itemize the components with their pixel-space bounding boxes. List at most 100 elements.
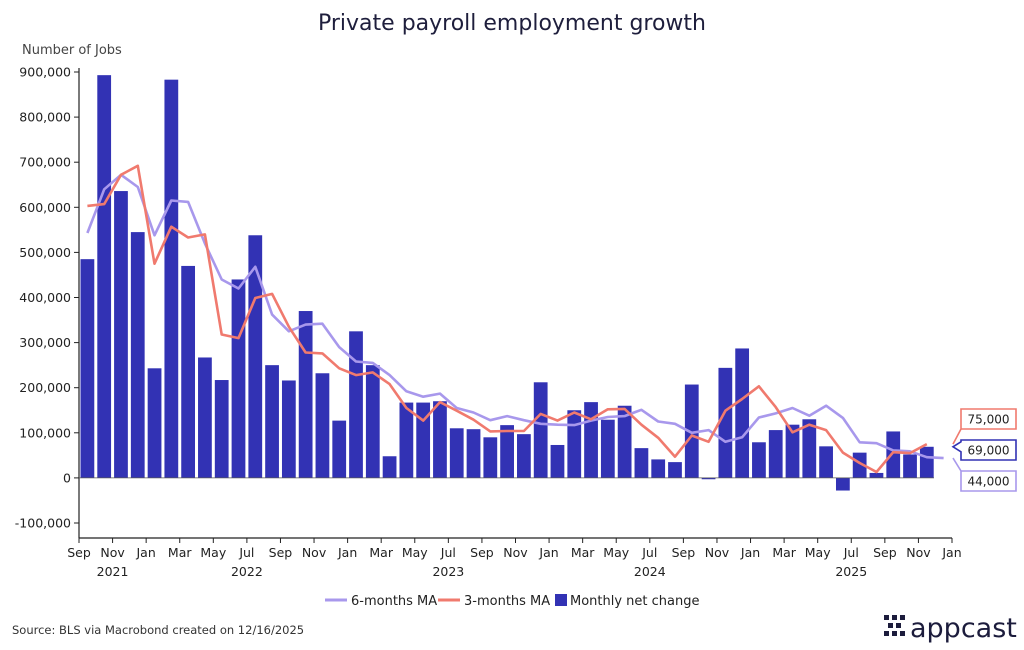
bar <box>181 265 196 478</box>
bar <box>466 429 481 478</box>
x-tick-label: Jan <box>136 545 156 560</box>
bar <box>281 380 296 478</box>
y-tick-label: 100,000 <box>19 425 71 440</box>
bar <box>399 402 414 478</box>
bar <box>130 232 145 478</box>
appcast-logo-text: appcast <box>910 613 1017 644</box>
bar <box>634 448 649 478</box>
bar <box>483 437 498 478</box>
bar <box>651 459 666 478</box>
bar <box>752 442 766 478</box>
bar <box>332 420 347 478</box>
year-label: 2025 <box>835 564 867 579</box>
bar <box>231 279 246 478</box>
bar <box>315 373 330 478</box>
line-6-months-ma <box>86 173 944 460</box>
x-tick-label: Jul <box>238 545 254 560</box>
y-tick-label: 0 <box>63 470 71 485</box>
bar <box>718 367 733 478</box>
x-tick-label: Sep <box>672 545 696 560</box>
legend: 6-months MA 3-months MA Monthly net chan… <box>325 594 700 609</box>
x-tick-label: May <box>603 545 629 560</box>
bar <box>550 444 565 478</box>
year-label: 2024 <box>634 564 666 579</box>
x-tick-label: May <box>805 545 831 560</box>
callout-box <box>952 457 1017 492</box>
x-tick-label: Mar <box>772 545 796 560</box>
x-axis: Sep Nov Jan Mar May Jul Sep Nov Jan Mar May Jul Sep N… <box>67 537 962 579</box>
y-axis-label: Number of Jobs <box>22 43 122 58</box>
bar-series <box>80 75 934 491</box>
bar <box>584 402 598 478</box>
bar <box>835 477 850 491</box>
x-tick-label: Nov <box>503 545 528 560</box>
y-tick-label: -100,000 <box>15 516 71 531</box>
y-tick-label: 800,000 <box>19 110 71 125</box>
bar <box>567 410 582 478</box>
bar <box>382 456 397 478</box>
legend-label-6m: 6-months MA <box>351 594 437 609</box>
bar <box>198 357 212 478</box>
x-tick-label: Nov <box>906 545 931 560</box>
bar <box>668 462 682 478</box>
bar <box>433 401 447 478</box>
x-tick-label: May <box>200 545 226 560</box>
bar <box>819 446 833 478</box>
bar <box>903 454 917 478</box>
y-tick-label: 200,000 <box>19 380 71 395</box>
x-tick-label: Sep <box>67 545 91 560</box>
bar <box>886 431 901 478</box>
bar <box>416 402 431 478</box>
x-tick-label: Mar <box>168 545 192 560</box>
callout-label: 69,000 <box>968 444 1010 458</box>
bar <box>735 348 750 478</box>
bar <box>265 365 279 478</box>
bar <box>500 425 514 478</box>
y-tick-label: 300,000 <box>19 335 71 350</box>
x-tick-label: Jul <box>843 545 859 560</box>
bar <box>80 259 95 478</box>
x-tick-label: May <box>402 545 428 560</box>
x-tick-label: Jan <box>941 545 961 560</box>
x-tick-label: Sep <box>269 545 293 560</box>
bar <box>164 79 179 478</box>
bar <box>684 384 699 478</box>
value-callouts: 75,000 69,000 44,000 <box>951 408 1017 492</box>
y-tick-label: 600,000 <box>19 200 71 215</box>
x-tick-label: Jan <box>337 545 357 560</box>
legend-swatch-monthly <box>555 594 567 606</box>
y-tick-label: 400,000 <box>19 290 71 305</box>
appcast-logo-mark <box>884 615 905 636</box>
x-tick-label: Nov <box>302 545 327 560</box>
bar <box>617 405 632 478</box>
bar <box>97 75 112 478</box>
y-axis-ticks: -100,000 0 100,000 200,000 300,000 400,000 500… <box>15 65 80 538</box>
y-tick-label: 900,000 <box>19 65 71 80</box>
line-series <box>86 164 944 474</box>
source-note: Source: BLS via Macrobond created on 12/… <box>12 623 304 637</box>
bar <box>114 191 128 478</box>
bar <box>449 428 464 478</box>
x-tick-label: Nov <box>705 545 730 560</box>
x-tick-label: Jan <box>740 545 760 560</box>
x-tick-label: Mar <box>571 545 595 560</box>
bar <box>919 446 934 478</box>
bar <box>768 430 783 478</box>
x-tick-label: Jan <box>538 545 558 560</box>
x-tick-label: Mar <box>369 545 393 560</box>
bar <box>701 477 716 480</box>
bar <box>852 452 867 478</box>
callout-label: 75,000 <box>968 413 1010 427</box>
bar <box>214 380 229 478</box>
line-3-months-ma <box>87 164 928 474</box>
bar <box>802 419 817 478</box>
year-label: 2021 <box>97 564 129 579</box>
x-tick-label: Jul <box>641 545 657 560</box>
chart-title: Private payroll employment growth <box>318 11 706 36</box>
bar <box>298 311 313 478</box>
x-tick-label: Sep <box>873 545 897 560</box>
callout-box <box>952 408 1017 445</box>
x-tick-label: Nov <box>100 545 125 560</box>
bar <box>869 472 884 478</box>
